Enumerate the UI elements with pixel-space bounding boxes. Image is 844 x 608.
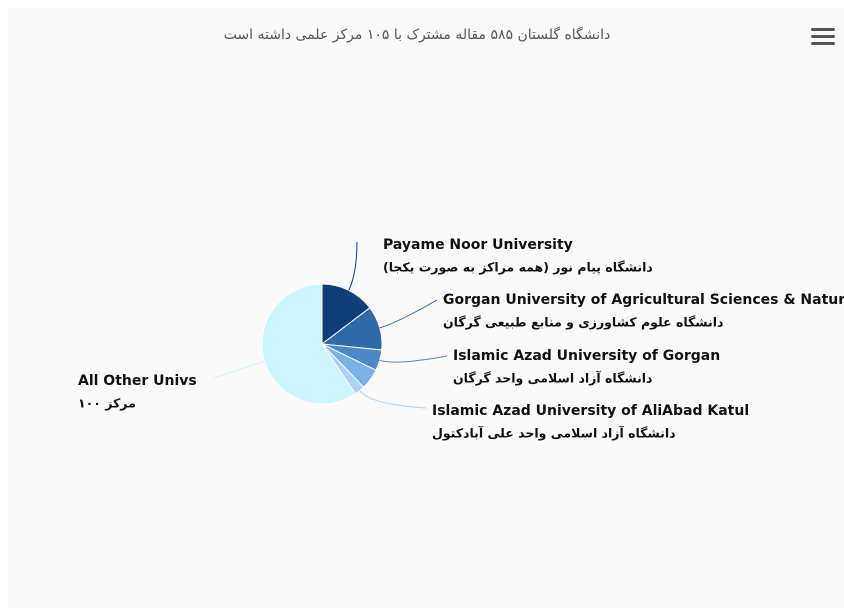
slice-sublabel: مرکز ۱۰۰ <box>78 396 136 411</box>
pie-slice <box>321 283 371 346</box>
slice-label: Payame Noor University <box>383 237 573 253</box>
connector <box>213 360 265 379</box>
slice-label: Gorgan University of Agricultural Scienc… <box>443 292 844 308</box>
menu-bar[interactable] <box>811 35 835 38</box>
menu-button[interactable] <box>811 28 835 45</box>
slice-sublabel: دانشگاه آزاد اسلامی واحد گرگان <box>453 371 652 386</box>
connector <box>379 299 438 329</box>
slice-label: Islamic Azad University of Gorgan <box>453 348 720 364</box>
slice-label: Islamic Azad University of AliAbad Katul <box>432 403 749 419</box>
chart-title: دانشگاه گلستان ۵۸۵ مقاله مشترک با ۱۰۵ مر… <box>224 26 611 43</box>
menu-bar[interactable] <box>811 42 835 45</box>
connector <box>359 390 427 409</box>
chart-background <box>8 8 844 608</box>
slice-sublabel: دانشگاه پیام نور (همه مراکز به صورت یکجا… <box>383 260 653 276</box>
slice-label: All Other Univs <box>78 373 197 389</box>
pie-slice <box>261 283 357 405</box>
connector <box>348 241 358 291</box>
slice-sublabel: دانشگاه آزاد اسلامی واحد علی آبادکتول <box>432 426 676 441</box>
slice-sublabel: دانشگاه علوم کشاورزی و منابع طبیعی گرگان <box>443 315 723 331</box>
connector <box>379 355 448 363</box>
menu-bar[interactable] <box>811 28 835 31</box>
